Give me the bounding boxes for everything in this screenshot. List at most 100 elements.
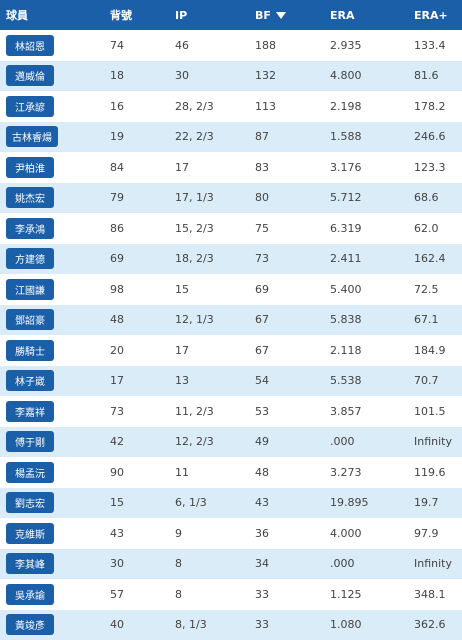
player-name-pill[interactable]: 鄧詔豪 — [6, 309, 54, 331]
table-row: 勝騎士 20 17 67 2.118 184.9 — [0, 335, 462, 366]
player-name-pill-cell: 古林睿煬 — [0, 126, 110, 148]
innings-pitched-cell: 30 — [175, 69, 255, 82]
player-name-pill[interactable]: 林子崴 — [6, 370, 54, 392]
era-plus-value: 101.5 — [414, 404, 446, 418]
era-plus-value: 67.1 — [414, 313, 439, 327]
era-value: 2.411 — [330, 252, 362, 266]
player-name-pill-cell: 姚杰宏 — [0, 187, 110, 209]
player-name-pill[interactable]: 劉志宏 — [6, 492, 54, 514]
player-name-pill-cell: 黃竣彥 — [0, 614, 110, 636]
era-plus-value: 62.0 — [414, 221, 439, 235]
player-name-pill[interactable]: 邁威倫 — [6, 65, 54, 87]
innings-pitched: 6, 1/3 — [175, 496, 207, 510]
player-name-pill[interactable]: 吳承諭 — [6, 583, 54, 605]
player-name-pill[interactable]: 黃竣彥 — [6, 614, 54, 636]
player-name-pill[interactable]: 姚杰宏 — [6, 187, 54, 209]
player-number: 40 — [110, 618, 124, 632]
batters-faced: 33 — [255, 587, 269, 601]
player-number: 57 — [110, 587, 124, 601]
innings-pitched-cell: 17 — [175, 161, 255, 174]
player-number-cell: 43 — [110, 527, 175, 540]
player-number-cell: 15 — [110, 496, 175, 509]
era-plus-value-cell: 178.2 — [414, 100, 462, 113]
era-value: 5.838 — [330, 313, 362, 327]
player-number-cell: 57 — [110, 588, 175, 601]
table-row: 江承諺 16 28, 2/3 113 2.198 178.2 — [0, 91, 462, 122]
header-era[interactable]: ERA — [330, 8, 355, 22]
innings-pitched: 28, 2/3 — [175, 99, 214, 113]
player-number-cell: 79 — [110, 191, 175, 204]
innings-pitched: 12, 2/3 — [175, 435, 214, 449]
player-name-pill[interactable]: 勝騎士 — [6, 339, 54, 361]
player-name-pill[interactable]: 方建德 — [6, 248, 54, 270]
innings-pitched: 18, 2/3 — [175, 252, 214, 266]
era-value: 2.935 — [330, 38, 362, 52]
player-name-pill[interactable]: 李其峰 — [6, 553, 54, 575]
era-plus-value: 348.1 — [414, 587, 446, 601]
header-era-plus[interactable]: ERA+ — [414, 8, 448, 22]
player-name-pill[interactable]: 古林睿煬 — [6, 126, 58, 148]
player-name-pill[interactable]: 李承鴻 — [6, 217, 54, 239]
era-plus-value-cell: 123.3 — [414, 161, 462, 174]
header-bf[interactable]: BF — [255, 9, 330, 22]
player-name-pill[interactable]: 李嘉祥 — [6, 400, 54, 422]
era-value: 2.198 — [330, 99, 362, 113]
innings-pitched: 8 — [175, 587, 182, 601]
era-plus-value: 70.7 — [414, 374, 439, 388]
player-name-pill[interactable]: 傅于剛 — [6, 431, 54, 453]
header-number[interactable]: 背號 — [110, 9, 132, 22]
batters-faced: 43 — [255, 496, 269, 510]
player-number: 73 — [110, 404, 124, 418]
player-name-pill[interactable]: 林詔恩 — [6, 34, 54, 56]
header-player[interactable]: 球員 — [6, 9, 28, 22]
player-name-pill[interactable]: 江承諺 — [6, 95, 54, 117]
innings-pitched-cell: 6, 1/3 — [175, 496, 255, 509]
table-row: 姚杰宏 79 17, 1/3 80 5.712 68.6 — [0, 182, 462, 213]
era-value-cell: .000 — [330, 557, 414, 570]
era-value-cell: 19.895 — [330, 496, 414, 509]
batters-faced: 67 — [255, 313, 269, 327]
batters-faced: 36 — [255, 526, 269, 540]
batters-faced-cell: 87 — [255, 130, 330, 143]
player-number-cell: 69 — [110, 252, 175, 265]
era-plus-value-cell: 184.9 — [414, 344, 462, 357]
batters-faced: 48 — [255, 465, 269, 479]
innings-pitched: 17 — [175, 343, 189, 357]
era-plus-value: 119.6 — [414, 465, 446, 479]
player-number: 86 — [110, 221, 124, 235]
player-name-pill[interactable]: 楊孟沅 — [6, 461, 54, 483]
era-plus-value-cell: 70.7 — [414, 374, 462, 387]
batters-faced-cell: 80 — [255, 191, 330, 204]
innings-pitched-cell: 11, 2/3 — [175, 405, 255, 418]
player-number: 69 — [110, 252, 124, 266]
player-number-cell: 42 — [110, 435, 175, 448]
era-plus-value-cell: 348.1 — [414, 588, 462, 601]
player-name-pill[interactable]: 克維斯 — [6, 522, 54, 544]
innings-pitched: 17 — [175, 160, 189, 174]
player-number: 42 — [110, 435, 124, 449]
player-number-cell: 48 — [110, 313, 175, 326]
era-plus-value-cell: 119.6 — [414, 466, 462, 479]
player-number: 18 — [110, 69, 124, 83]
era-value: .000 — [330, 557, 355, 571]
innings-pitched: 11 — [175, 465, 189, 479]
table-row: 尹柏淮 84 17 83 3.176 123.3 — [0, 152, 462, 183]
era-plus-value: 72.5 — [414, 282, 439, 296]
era-plus-value-cell: 67.1 — [414, 313, 462, 326]
batters-faced-cell: 43 — [255, 496, 330, 509]
header-ip[interactable]: IP — [175, 8, 188, 22]
batters-faced: 34 — [255, 557, 269, 571]
table-row: 劉志宏 15 6, 1/3 43 19.895 19.7 — [0, 487, 462, 518]
table-row: 古林睿煬 19 22, 2/3 87 1.588 246.6 — [0, 121, 462, 152]
player-name-pill[interactable]: 江國謙 — [6, 278, 54, 300]
player-name-pill[interactable]: 尹柏淮 — [6, 156, 54, 178]
era-plus-value: 123.3 — [414, 160, 446, 174]
table-row: 楊孟沅 90 11 48 3.273 119.6 — [0, 457, 462, 488]
era-value: 1.588 — [330, 130, 362, 144]
era-value-cell: 2.935 — [330, 39, 414, 52]
batters-faced-cell: 83 — [255, 161, 330, 174]
player-number: 79 — [110, 191, 124, 205]
innings-pitched-cell: 12, 2/3 — [175, 435, 255, 448]
batters-faced: 54 — [255, 374, 269, 388]
innings-pitched-cell: 22, 2/3 — [175, 130, 255, 143]
